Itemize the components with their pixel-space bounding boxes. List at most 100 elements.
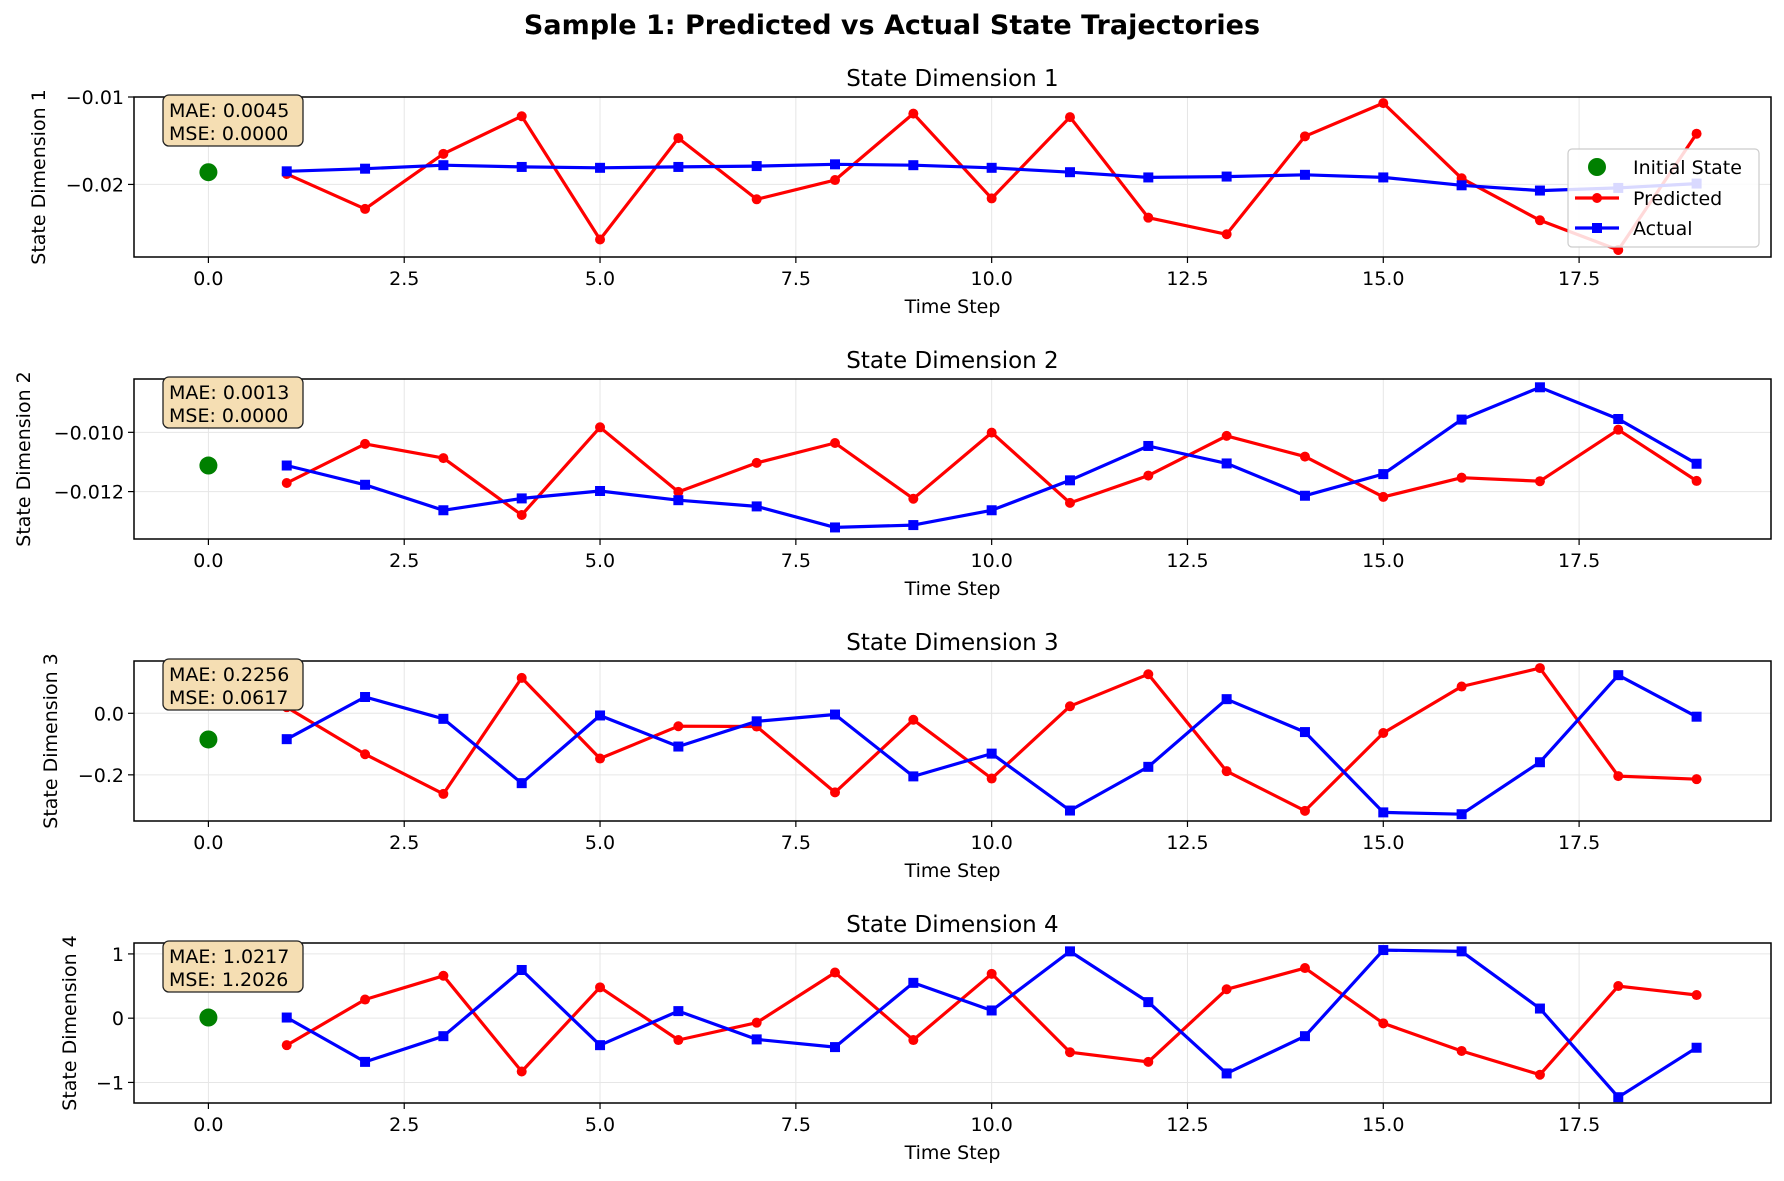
- initial-state-point: [199, 1008, 218, 1027]
- actual-point: [1613, 414, 1624, 424]
- x-axis-label: Time Step: [904, 296, 1001, 318]
- y-tick-label: −1: [96, 1072, 124, 1094]
- actual-point: [281, 460, 292, 471]
- initial-state-point: [199, 730, 218, 749]
- subplot-title: State Dimension 3: [846, 630, 1058, 656]
- y-tick-label: −0.2: [78, 765, 124, 787]
- actual-point: [1456, 414, 1467, 425]
- actual-point: [595, 710, 606, 721]
- predicted-point: [1221, 229, 1232, 240]
- x-tick-label: 7.5: [781, 832, 811, 854]
- predicted-point: [595, 422, 606, 433]
- x-tick-label: 12.5: [1166, 268, 1208, 290]
- legend-initial-marker: [1588, 158, 1606, 176]
- actual-point: [1456, 180, 1467, 191]
- predicted-point: [516, 1066, 527, 1077]
- actual-point: [673, 495, 684, 506]
- predicted-point: [830, 967, 841, 978]
- actual-point: [1534, 757, 1545, 768]
- mse-label: MSE: 0.0000: [169, 123, 288, 145]
- actual-point: [1299, 169, 1310, 180]
- x-tick-label: 0.0: [193, 832, 223, 854]
- x-tick-label: 0.0: [193, 1114, 223, 1136]
- y-tick-label: 0.0: [94, 703, 124, 725]
- actual-point: [1143, 172, 1154, 183]
- y-tick-label: −0.012: [54, 482, 124, 504]
- predicted-point: [673, 486, 684, 497]
- predicted-point: [1221, 766, 1232, 777]
- predicted-point: [673, 133, 684, 144]
- predicted-point: [595, 234, 606, 245]
- subplot-4: State Dimension 4 0.0 2.5 5.0 7.5 10.0 12.5 15.…: [59, 912, 1772, 1164]
- actual-point: [751, 161, 762, 172]
- actual-point: [1299, 490, 1310, 501]
- predicted-point: [908, 1035, 919, 1046]
- predicted-point: [908, 493, 919, 504]
- x-tick-label: 7.5: [781, 550, 811, 572]
- stats-box-background: [162, 658, 304, 711]
- mse-label: MSE: 0.0617: [169, 687, 288, 709]
- x-tick-label: 7.5: [781, 268, 811, 290]
- actual-point: [281, 166, 292, 177]
- predicted-point: [516, 510, 527, 520]
- x-tick-label: 12.5: [1166, 550, 1208, 572]
- x-tick-label: 10.0: [971, 832, 1013, 854]
- actual-point: [1064, 805, 1075, 816]
- actual-point: [1378, 469, 1389, 480]
- x-axis-label: Time Step: [904, 1142, 1001, 1164]
- x-tick-label: 2.5: [389, 832, 419, 854]
- predicted-point: [1299, 963, 1310, 974]
- actual-point: [438, 505, 449, 516]
- predicted-point: [673, 721, 684, 732]
- actual-point: [516, 493, 527, 504]
- predicted-point: [1691, 990, 1702, 1001]
- predicted-point: [986, 193, 997, 204]
- x-tick-label: 17.5: [1558, 268, 1600, 290]
- actual-point: [1691, 1042, 1702, 1053]
- predicted-point: [516, 672, 527, 683]
- initial-state-point: [199, 163, 218, 182]
- predicted-point: [908, 108, 919, 119]
- x-tick-label: 15.0: [1362, 268, 1404, 290]
- actual-point: [1534, 382, 1545, 393]
- actual-point: [830, 1042, 841, 1053]
- actual-point: [1221, 1068, 1232, 1079]
- mse-label: MSE: 0.0000: [169, 405, 288, 427]
- y-axis-label: State Dimension 1: [28, 89, 50, 264]
- actual-point: [360, 163, 371, 174]
- legend-label: Predicted: [1633, 188, 1722, 210]
- predicted-point: [360, 749, 371, 760]
- predicted-point: [1064, 497, 1075, 508]
- actual-point: [830, 522, 841, 533]
- predicted-point: [516, 111, 527, 122]
- actual-point: [1534, 1003, 1545, 1014]
- predicted-point: [1143, 669, 1154, 680]
- predicted-point: [1221, 984, 1232, 995]
- actual-point: [1064, 946, 1075, 957]
- predicted-point: [1299, 451, 1310, 462]
- x-axis-label: Time Step: [904, 578, 1001, 600]
- x-tick-label: 12.5: [1166, 832, 1208, 854]
- actual-point: [1299, 1031, 1310, 1042]
- axes-frame: [133, 660, 1772, 822]
- predicted-point: [1378, 728, 1389, 738]
- actual-point: [1064, 167, 1075, 178]
- x-tick-label: 10.0: [971, 550, 1013, 572]
- predicted-point: [830, 175, 841, 186]
- predicted-point: [751, 194, 762, 205]
- subplot-1: State Dimension 1 0.0 2.5 5.0 7.5 10.0 12.5 15.…: [28, 66, 1772, 318]
- mae-label: MAE: 1.0217: [169, 946, 289, 968]
- predicted-point: [438, 970, 449, 981]
- predicted-point: [595, 753, 606, 764]
- actual-point: [751, 716, 762, 727]
- actual-point: [360, 692, 371, 702]
- x-tick-label: 5.0: [585, 832, 615, 854]
- predicted-point: [1378, 1018, 1389, 1029]
- actual-point: [360, 1056, 371, 1067]
- predicted-point: [1221, 430, 1232, 441]
- actual-point: [986, 505, 997, 516]
